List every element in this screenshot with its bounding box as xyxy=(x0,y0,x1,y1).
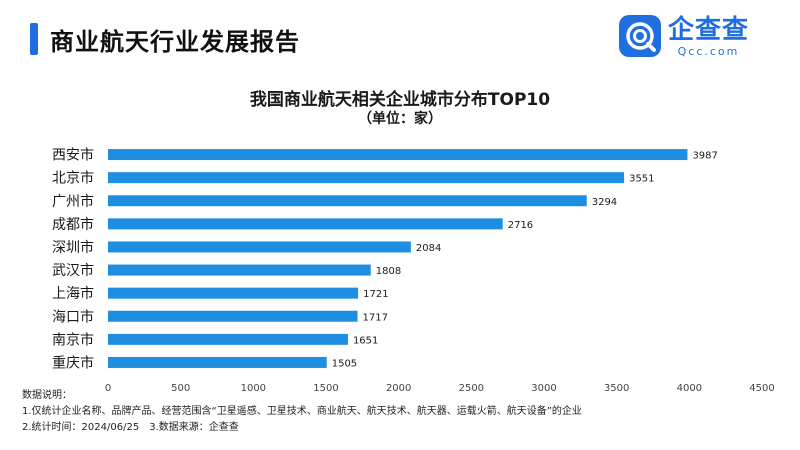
bar xyxy=(108,218,503,230)
brand-logo: 企查查 Qcc.com xyxy=(618,14,749,58)
x-tick-label: 0 xyxy=(105,383,111,394)
x-tick-label: 4000 xyxy=(677,383,702,394)
bar xyxy=(108,333,348,345)
brand-text: 企查查 Qcc.com xyxy=(668,15,749,58)
report-header: 商业航天行业发展报告 xyxy=(30,22,300,56)
value-label: 1651 xyxy=(353,335,378,346)
report-title: 商业航天行业发展报告 xyxy=(50,27,300,56)
qcc-logo-icon xyxy=(619,15,661,57)
notes-line-2: 2.统计时间：2024/06/25 3.数据来源：企查查 xyxy=(22,420,582,436)
category-label: 西安市 xyxy=(52,147,94,164)
notes-stat-time: 2.统计时间：2024/06/25 xyxy=(22,422,140,433)
bar xyxy=(108,241,411,253)
category-label: 北京市 xyxy=(52,170,94,187)
value-label: 1721 xyxy=(363,289,388,300)
value-label: 3551 xyxy=(629,174,654,185)
bar xyxy=(108,172,625,184)
chart-title: 我国商业航天相关企业城市分布TOP10 xyxy=(249,90,551,110)
bar xyxy=(108,149,688,161)
x-tick-label: 4500 xyxy=(749,383,774,394)
category-label: 南京市 xyxy=(52,331,94,348)
x-tick-label: 1000 xyxy=(241,383,266,394)
value-label: 3987 xyxy=(692,151,717,162)
bar xyxy=(108,356,327,368)
bar xyxy=(108,287,359,299)
x-tick-label: 500 xyxy=(171,383,190,394)
x-tick-label: 2500 xyxy=(459,383,484,394)
x-tick-label: 1500 xyxy=(313,383,338,394)
category-label: 广州市 xyxy=(52,193,94,210)
value-label: 2084 xyxy=(416,243,441,254)
data-notes: 数据说明： 1.仅统计企业名称、品牌产品、经营范围含“卫星遥感、卫星技术、商业航… xyxy=(22,388,582,436)
category-label: 武汉市 xyxy=(52,262,94,279)
notes-line-1: 1.仅统计企业名称、品牌产品、经营范围含“卫星遥感、卫星技术、商业航天、航天技术… xyxy=(22,406,582,417)
category-label: 重庆市 xyxy=(52,354,94,371)
value-label: 1505 xyxy=(332,358,357,369)
notes-source: 3.数据来源：企查查 xyxy=(149,422,239,433)
bar xyxy=(108,310,358,322)
chart-unit: （单位：家） xyxy=(358,111,442,127)
x-tick-label: 2000 xyxy=(386,383,411,394)
x-tick-label: 3000 xyxy=(531,383,556,394)
notes-heading: 数据说明： xyxy=(22,390,72,401)
category-label: 成都市 xyxy=(52,216,94,233)
x-tick-label: 3500 xyxy=(604,383,629,394)
value-label: 3294 xyxy=(592,197,617,208)
value-label: 1808 xyxy=(376,266,401,277)
bar xyxy=(108,195,587,207)
category-label: 海口市 xyxy=(52,308,94,325)
title-accent-bar xyxy=(30,23,38,55)
category-label: 深圳市 xyxy=(52,239,94,256)
category-label: 上海市 xyxy=(52,285,94,302)
value-label: 2716 xyxy=(508,220,533,231)
brand-name: 企查查 xyxy=(668,14,750,45)
brand-domain: Qcc.com xyxy=(677,44,740,58)
value-label: 1717 xyxy=(363,312,388,323)
bar xyxy=(108,264,371,276)
